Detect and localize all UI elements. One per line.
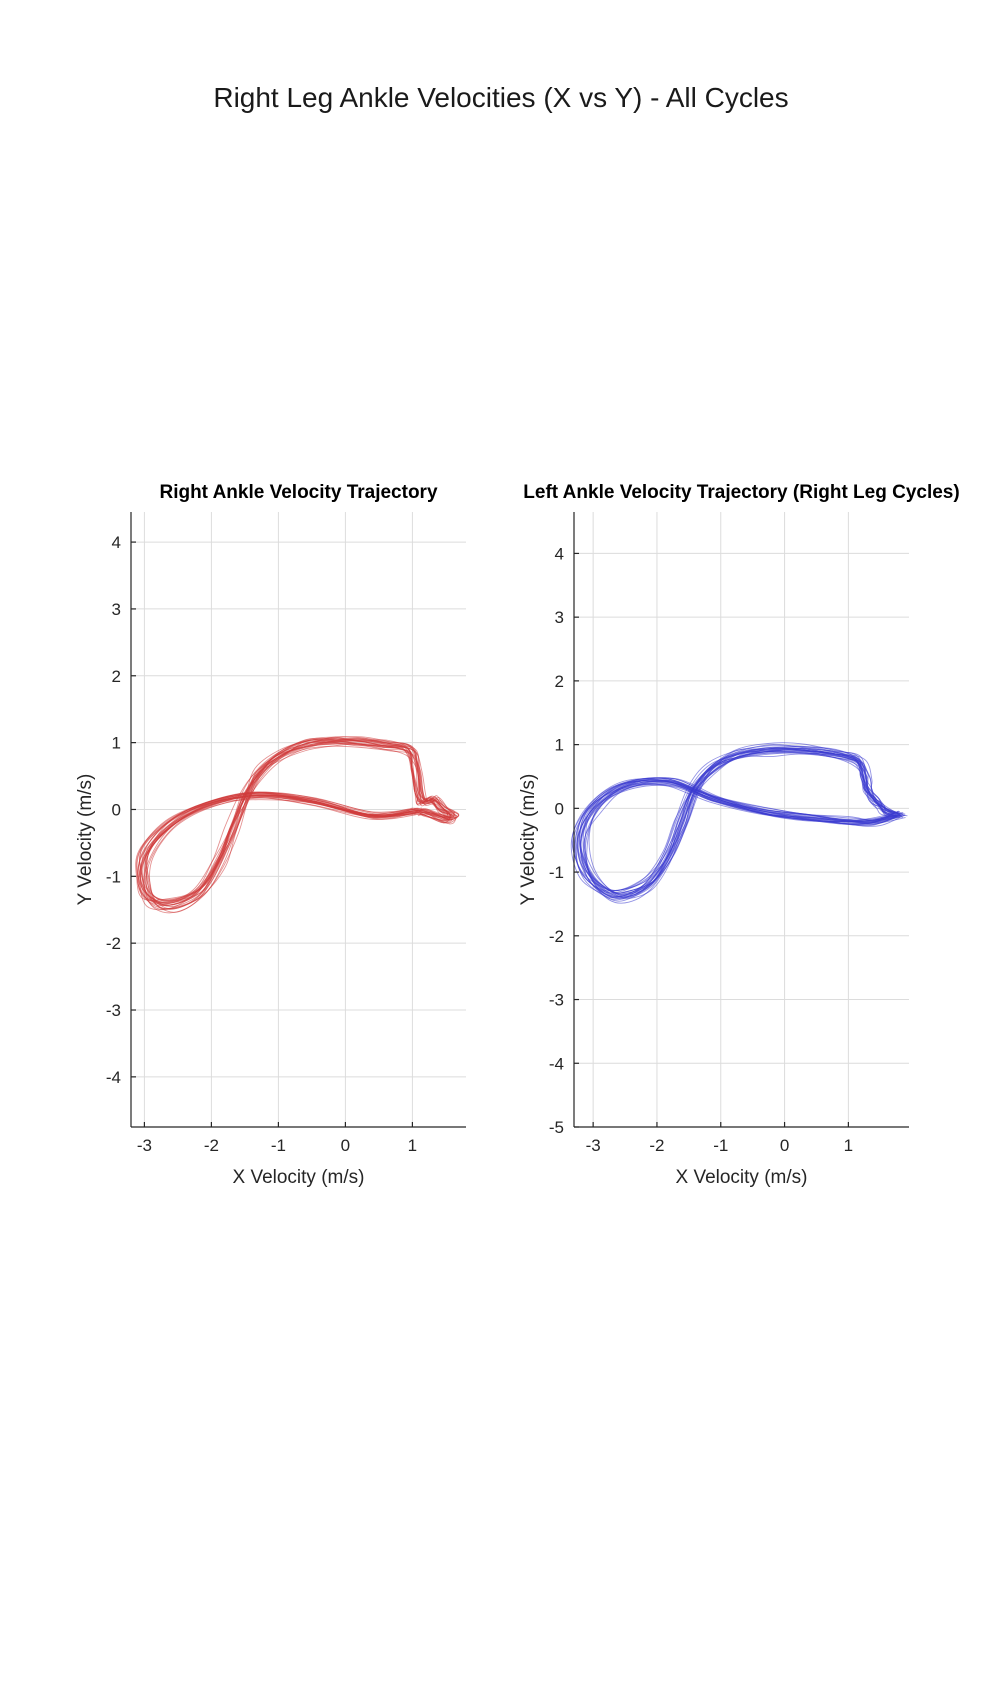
y-axis-label: Y Velocity (m/s) xyxy=(75,774,96,906)
cycle-line xyxy=(579,747,908,902)
y-tick-label: 4 xyxy=(555,544,564,563)
y-tick-label: 2 xyxy=(555,672,564,691)
figure-suptitle: Right Leg Ankle Velocities (X vs Y) - Al… xyxy=(213,82,788,113)
y-tick-label: -1 xyxy=(106,867,121,886)
cycle-line xyxy=(141,742,447,902)
cycle-line xyxy=(136,740,460,905)
y-tick-label: 2 xyxy=(112,667,121,686)
cycle-line xyxy=(579,742,901,897)
x-axis-label: X Velocity (m/s) xyxy=(233,1167,365,1188)
cycle-line xyxy=(137,743,453,907)
y-tick-label: 0 xyxy=(555,799,564,818)
cycle-line xyxy=(139,738,455,906)
cycle-line xyxy=(143,736,451,910)
y-tick-label: -1 xyxy=(549,863,564,882)
x-tick-label: -2 xyxy=(204,1136,219,1155)
y-tick-label: -5 xyxy=(549,1118,564,1137)
cycle-line xyxy=(142,738,449,914)
cycle-line xyxy=(136,736,459,911)
x-tick-label: -3 xyxy=(586,1136,601,1155)
cycle-line xyxy=(149,741,456,910)
y-tick-label: -2 xyxy=(106,934,121,953)
cycle-line xyxy=(139,738,452,904)
cycle-line xyxy=(144,740,450,903)
y-tick-label: -3 xyxy=(106,1001,121,1020)
cycle-line xyxy=(139,738,455,904)
x-tick-label: 1 xyxy=(844,1136,853,1155)
y-tick-label: -3 xyxy=(549,991,564,1010)
y-tick-label: 3 xyxy=(112,600,121,619)
y-tick-label: 1 xyxy=(555,736,564,755)
x-tick-label: 0 xyxy=(341,1136,350,1155)
x-tick-label: -3 xyxy=(137,1136,152,1155)
cycle-line xyxy=(139,736,457,910)
cycle-line xyxy=(137,737,458,910)
x-tick-label: -1 xyxy=(271,1136,286,1155)
cycle-line xyxy=(140,741,452,906)
y-tick-label: -4 xyxy=(549,1054,564,1073)
axes-title: Right Ankle Velocity Trajectory xyxy=(159,482,437,503)
x-tick-label: -1 xyxy=(713,1136,728,1155)
cycle-line xyxy=(144,739,449,906)
cycle-line xyxy=(139,745,458,908)
cycle-line xyxy=(146,738,456,902)
x-tick-label: -2 xyxy=(649,1136,664,1155)
cycle-line xyxy=(135,742,451,901)
right-ankle-plot: -3 -2 -1 0 1 -4 -3 -2 -1 0 1 2 3 4 Right Ankle Velocit… xyxy=(75,482,466,1188)
y-axis-label: Y Velocity (m/s) xyxy=(518,774,539,906)
y-tick-label: -2 xyxy=(549,927,564,946)
x-tick-label: 1 xyxy=(408,1136,417,1155)
axes-title: Left Ankle Velocity Trajectory (Right Le… xyxy=(523,482,959,503)
x-axis-label: X Velocity (m/s) xyxy=(676,1167,808,1188)
y-tick-label: 0 xyxy=(112,800,121,819)
cycle-line xyxy=(584,747,901,904)
y-tick-label: 4 xyxy=(112,533,121,552)
y-tick-label: 1 xyxy=(112,734,121,753)
x-tick-label: 0 xyxy=(780,1136,789,1155)
cycle-line xyxy=(146,738,454,910)
y-tick-label: -4 xyxy=(106,1068,121,1087)
cycle-line xyxy=(580,750,898,895)
left-ankle-plot: -3 -2 -1 0 1 -5 -4 -3 -2 -1 0 1 2 3 4 Left Ankle Veloci… xyxy=(518,482,960,1188)
cycle-line xyxy=(136,739,451,903)
cycle-curves xyxy=(570,742,908,904)
cycle-line xyxy=(571,746,901,891)
cycle-line xyxy=(583,750,900,897)
y-tick-label: 3 xyxy=(555,608,564,627)
cycle-curves xyxy=(135,736,460,914)
cycle-line xyxy=(145,740,452,913)
